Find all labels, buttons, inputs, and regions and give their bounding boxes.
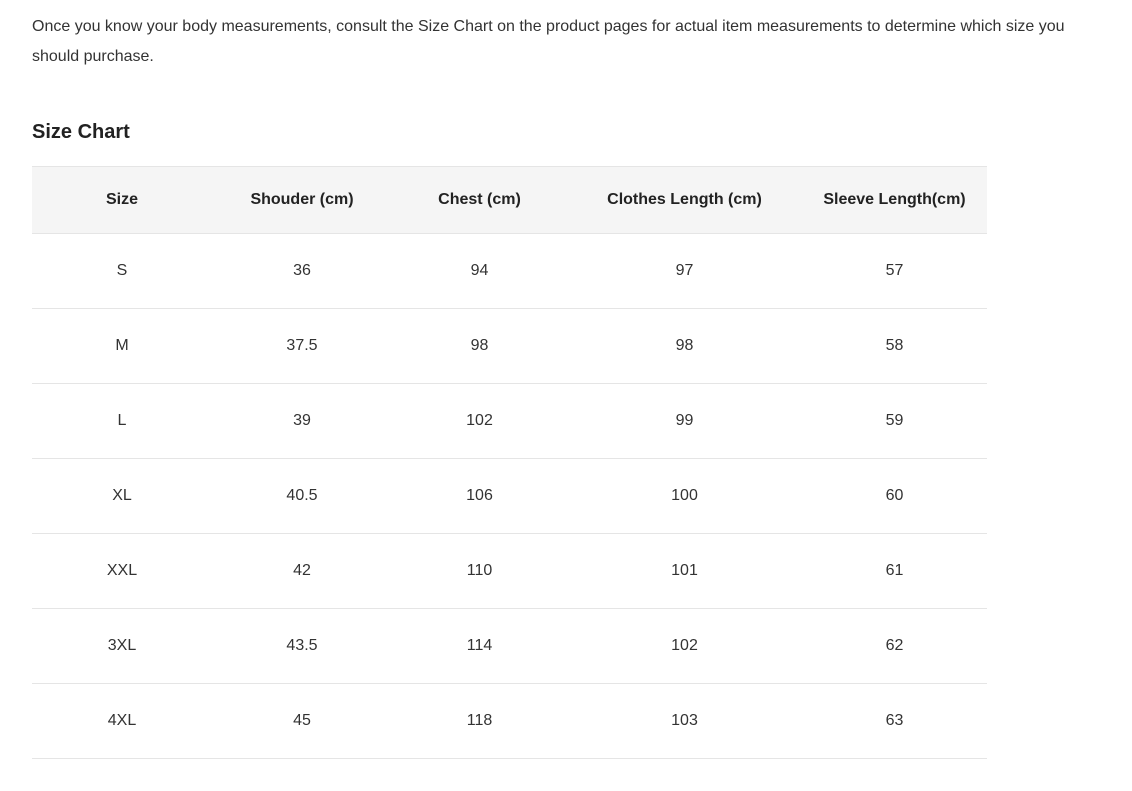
table-cell: 3XL (32, 608, 212, 683)
table-cell: 43.5 (212, 608, 392, 683)
table-row: 4XL4511810363 (32, 683, 987, 758)
table-cell: 62 (802, 608, 987, 683)
table-header-row: SizeShouder (cm)Chest (cm)Clothes Length… (32, 166, 987, 233)
table-cell: 4XL (32, 683, 212, 758)
table-cell: 57 (802, 233, 987, 308)
table-column-header: Chest (cm) (392, 166, 567, 233)
table-body: S36949757M37.5989858L391029959XL40.51061… (32, 233, 987, 758)
table-cell: 101 (567, 533, 802, 608)
table-cell: 97 (567, 233, 802, 308)
table-row: XL40.510610060 (32, 458, 987, 533)
table-cell: 98 (392, 308, 567, 383)
table-column-header: Clothes Length (cm) (567, 166, 802, 233)
table-cell: 45 (212, 683, 392, 758)
table-cell: M (32, 308, 212, 383)
table-cell: 59 (802, 383, 987, 458)
table-column-header: Sleeve Length(cm) (802, 166, 987, 233)
table-cell: 60 (802, 458, 987, 533)
table-cell: 37.5 (212, 308, 392, 383)
intro-text: Once you know your body measurements, co… (32, 12, 1100, 73)
table-column-header: Size (32, 166, 212, 233)
table-cell: 110 (392, 533, 567, 608)
table-cell: XL (32, 458, 212, 533)
table-cell: 39 (212, 383, 392, 458)
table-cell: 42 (212, 533, 392, 608)
size-chart-title: Size Chart (32, 121, 1100, 144)
table-header: SizeShouder (cm)Chest (cm)Clothes Length… (32, 166, 987, 233)
table-row: M37.5989858 (32, 308, 987, 383)
table-cell: 100 (567, 458, 802, 533)
table-cell: 103 (567, 683, 802, 758)
size-chart-table: SizeShouder (cm)Chest (cm)Clothes Length… (32, 166, 987, 759)
table-cell: L (32, 383, 212, 458)
table-cell: 40.5 (212, 458, 392, 533)
table-row: 3XL43.511410262 (32, 608, 987, 683)
table-cell: 94 (392, 233, 567, 308)
table-cell: 102 (392, 383, 567, 458)
table-cell: 102 (567, 608, 802, 683)
table-cell: 61 (802, 533, 987, 608)
table-row: S36949757 (32, 233, 987, 308)
table-cell: 99 (567, 383, 802, 458)
table-cell: 98 (567, 308, 802, 383)
table-row: L391029959 (32, 383, 987, 458)
table-column-header: Shouder (cm) (212, 166, 392, 233)
table-cell: 118 (392, 683, 567, 758)
table-cell: S (32, 233, 212, 308)
table-cell: 36 (212, 233, 392, 308)
table-cell: 106 (392, 458, 567, 533)
table-cell: 58 (802, 308, 987, 383)
table-cell: 63 (802, 683, 987, 758)
table-cell: 114 (392, 608, 567, 683)
table-row: XXL4211010161 (32, 533, 987, 608)
table-cell: XXL (32, 533, 212, 608)
